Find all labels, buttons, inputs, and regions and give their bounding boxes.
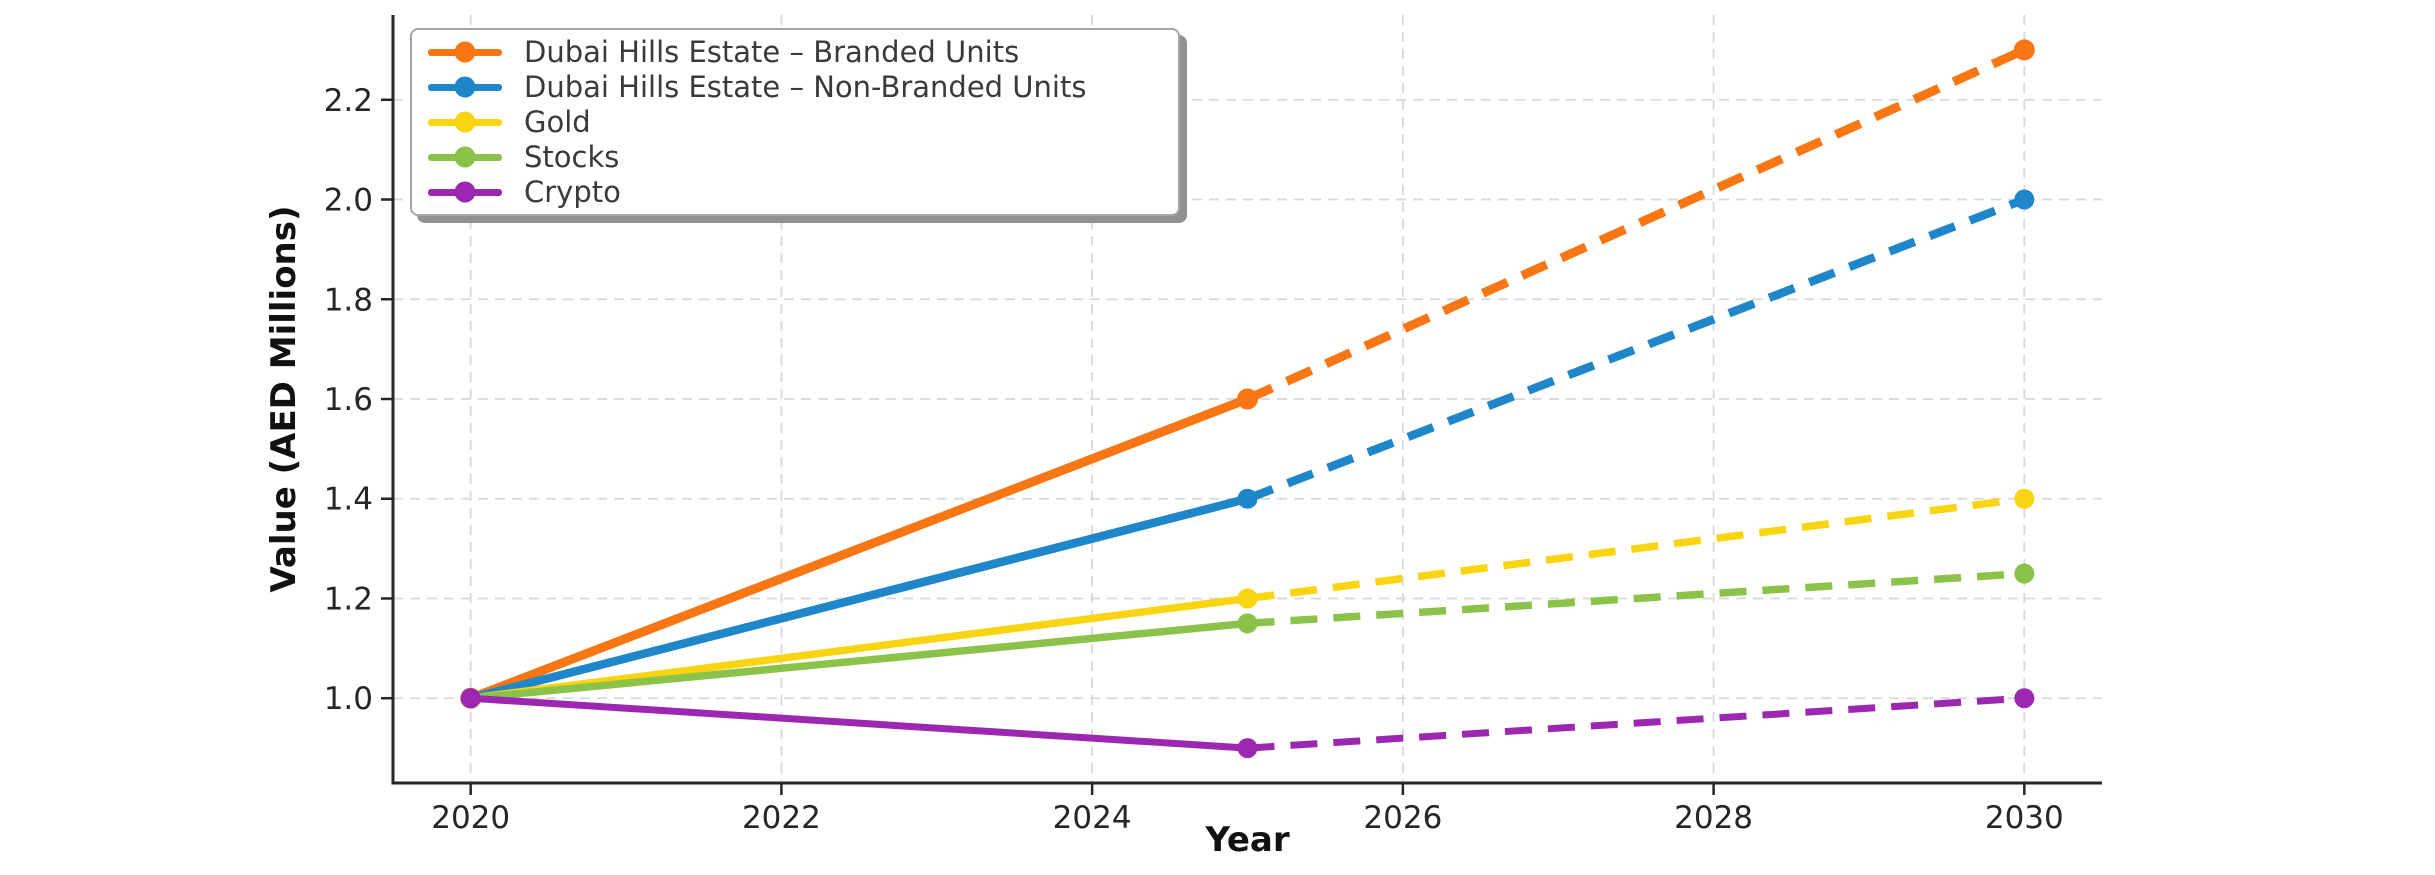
data-point-marker (2013, 39, 2035, 61)
data-point-marker (460, 688, 481, 709)
series-line-dashed (1245, 195, 2026, 503)
y-tick-label: 1.2 (324, 581, 373, 617)
legend-label: Dubai Hills Estate – Branded Units (524, 34, 1020, 69)
series-line-dashed (1247, 569, 2025, 628)
y-axis-label: Value (AED Millions) (264, 205, 304, 592)
data-point-marker (2014, 688, 2035, 709)
series-3 (460, 488, 2035, 709)
legend-item-gold: Gold (428, 105, 1178, 140)
legend-label: Gold (524, 104, 591, 139)
legend-line-icon (428, 76, 502, 98)
series-line-dashed (1247, 694, 2025, 752)
legend-dot-icon (454, 76, 476, 98)
series-line-dashed (1245, 45, 2027, 404)
y-tick-label: 1.0 (324, 681, 373, 717)
axis-ticks (381, 98, 2026, 795)
legend-item-non-branded-units: Dubai Hills Estate – Non-Branded Units (428, 70, 1178, 105)
legend-dot-icon (454, 111, 476, 133)
y-tick-label: 1.6 (324, 382, 373, 418)
series-line-dashed (1247, 495, 2025, 603)
legend-dot-icon (454, 146, 476, 168)
legend-item-stocks: Stocks (428, 140, 1178, 175)
y-tick-label: 1.4 (324, 482, 373, 518)
y-tick-label: 1.8 (324, 282, 373, 318)
data-point-marker (1237, 588, 1258, 609)
legend-line-icon (428, 181, 502, 203)
data-point-marker (2014, 563, 2035, 584)
legend-label: Stocks (524, 139, 620, 174)
x-tick-label: 2028 (1674, 800, 1753, 836)
legend-line-icon (428, 146, 502, 168)
x-axis-label: Year (1204, 820, 1290, 860)
data-point-marker (1237, 613, 1258, 634)
series-line-solid (467, 694, 1251, 752)
x-tick-label: 2024 (1053, 800, 1132, 836)
series-5 (460, 688, 2035, 759)
series-line-solid (466, 394, 1252, 703)
data-point-marker (2014, 189, 2035, 210)
legend-dot-icon (454, 181, 476, 203)
legend-dot-icon (454, 41, 476, 63)
x-tick-labels: 2020 2022 2024 2026 2028 2030 (431, 800, 2064, 836)
legend-line-icon (428, 111, 502, 133)
data-point-marker (1237, 488, 1258, 509)
legend-item-crypto: Crypto (428, 175, 1178, 210)
legend-label: Crypto (524, 174, 621, 209)
series-line-solid (466, 494, 1252, 703)
series-line-solid (466, 594, 1252, 702)
series-line-solid (466, 619, 1252, 702)
y-tick-label: 2.0 (324, 183, 373, 219)
axis-spines (391, 15, 2102, 785)
y-tick-label: 2.2 (324, 83, 373, 119)
legend-line-icon (428, 41, 502, 63)
x-tick-label: 2030 (1985, 800, 2064, 836)
data-point-marker (2014, 488, 2035, 509)
x-tick-label: 2020 (431, 800, 510, 836)
legend-label: Dubai Hills Estate – Non-Branded Units (524, 69, 1087, 104)
x-tick-label: 2026 (1363, 800, 1442, 836)
data-point-marker (1237, 738, 1258, 759)
legend: Dubai Hills Estate – Branded Units Dubai… (410, 28, 1180, 216)
y-tick-labels: 1.0 1.2 1.4 1.6 1.8 2.0 2.2 (324, 83, 373, 717)
x-tick-label: 2022 (742, 800, 821, 836)
data-point-marker (1237, 388, 1258, 410)
legend-item-branded-units: Dubai Hills Estate – Branded Units (428, 35, 1178, 70)
